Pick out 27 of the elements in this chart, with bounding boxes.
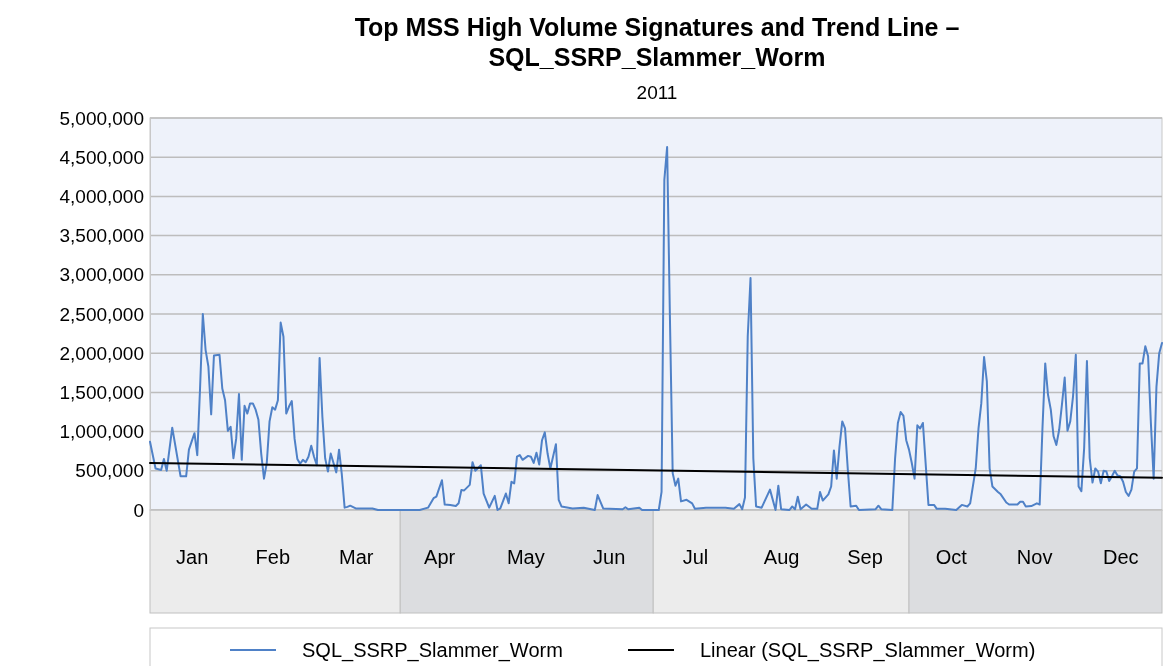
x-tick-label: May [506, 546, 545, 569]
y-tick-label: 0 [133, 499, 144, 521]
x-tick-label: Dec [1103, 546, 1139, 569]
x-tick-label: Nov [1016, 546, 1053, 569]
x-tick-label: Sep [847, 546, 883, 569]
x-tick-label: Aug [763, 546, 800, 569]
x-tick-label: Oct [935, 546, 968, 569]
y-tick-label: 3,000,000 [59, 264, 144, 286]
x-tick-label: Jan [176, 546, 209, 569]
y-tick-label: 1,500,000 [59, 381, 144, 403]
x-tick-label: Jul [682, 546, 709, 569]
legend-label: SQL_SSRP_Slammer_Worm [302, 639, 563, 662]
y-tick-label: 3,500,000 [59, 225, 144, 247]
chart-subtitle: 2011 [636, 82, 678, 103]
chart-title: Top MSS High Volume Signatures and Trend Line – SQL_SSRP_Slammer_Worm [354, 13, 960, 71]
x-tick-label: Feb [255, 546, 291, 569]
y-tick-label: 5,000,000 [59, 107, 144, 129]
y-tick-label: 4,000,000 [59, 185, 144, 207]
x-tick-label: Jun [593, 546, 626, 569]
y-tick-label: 2,500,000 [59, 303, 144, 325]
y-tick-label: 1,000,000 [59, 421, 144, 443]
x-tick-label: Mar [339, 546, 374, 569]
x-tick-label: Apr [424, 546, 456, 569]
y-tick-label: 4,500,000 [59, 146, 144, 168]
legend-label: Linear (SQL_SSRP_Slammer_Worm) [700, 639, 1036, 662]
y-tick-label: 2,000,000 [59, 342, 144, 364]
y-tick-label: 500,000 [75, 460, 144, 482]
